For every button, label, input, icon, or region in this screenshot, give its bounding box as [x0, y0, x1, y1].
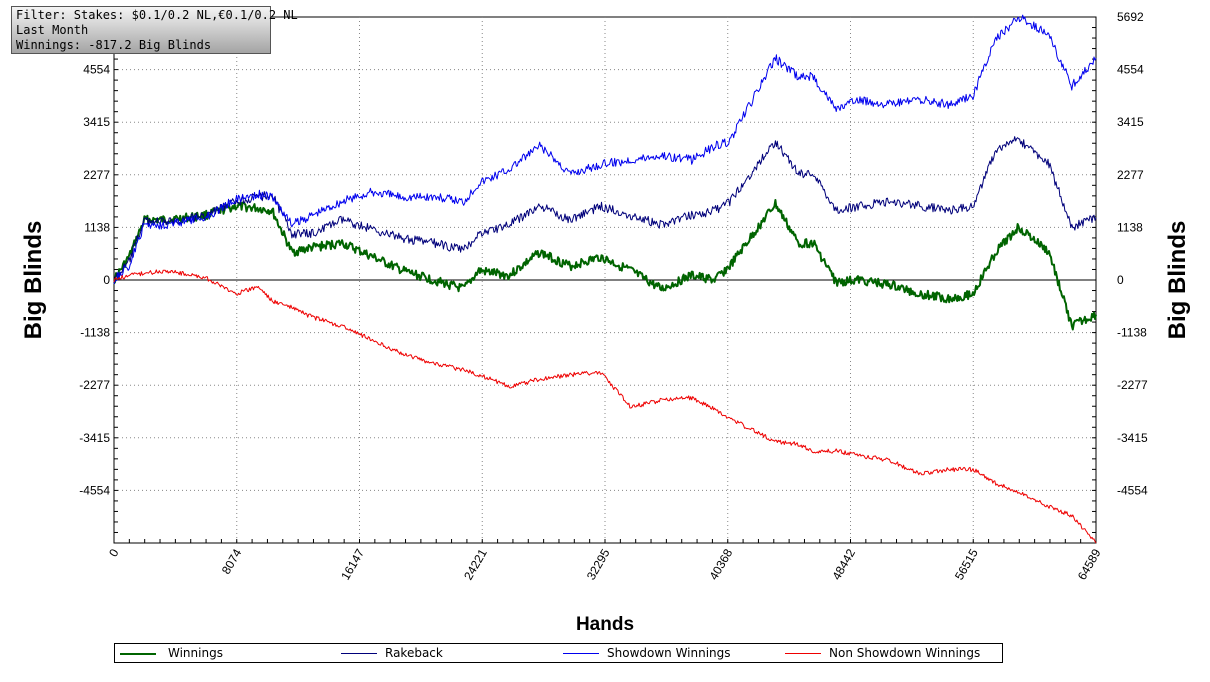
x-tick-label: 32295 [584, 546, 613, 582]
legend: Winnings Rakeback Showdown Winnings Non … [114, 643, 1003, 663]
y-tick-label: -1138 [80, 326, 110, 340]
x-tick-labels: 0 8074 16147 24221 32295 40368 48442 56515 64589 [106, 546, 1104, 582]
x-tick-label: 56515 [952, 546, 981, 582]
filter-info-box: Filter: Stakes: $0.1/0.2 NL,€0.1/0.2 NL … [11, 6, 298, 54]
y-tick-label: 0 [1117, 273, 1124, 287]
y-tick-label: -2277 [79, 378, 110, 392]
x-axis-label: Hands [576, 614, 634, 635]
grid-lines [114, 17, 1096, 543]
y-tick-label: -4554 [79, 483, 110, 497]
legend-label-non-showdown: Non Showdown Winnings [829, 646, 981, 660]
y-tick-label: -3415 [79, 431, 110, 445]
y-tick-label: 4554 [83, 63, 110, 77]
legend-label-showdown: Showdown Winnings [607, 646, 731, 660]
x-tick-label: 40368 [707, 546, 736, 582]
y-tick-label: 3415 [83, 115, 110, 129]
y-tick-label: 4554 [1117, 63, 1144, 77]
y-tick-labels-right: 5692 4554 3415 2277 1138 0 -1138 -2277 -3415 -455… [1117, 10, 1148, 497]
y-tick-labels-left: 569245543415227711380-1138-2277-3415-455… [79, 10, 110, 497]
y-tick-label: 1138 [84, 220, 110, 234]
legend-label-rakeback: Rakeback [385, 646, 443, 660]
series-showdown-line [113, 14, 1097, 285]
series-lines [113, 14, 1097, 544]
legend-swatch-winnings [120, 653, 156, 655]
filter-text: Filter: Stakes: $0.1/0.2 NL,€0.1/0.2 NL [16, 8, 298, 22]
series-winnings-line [113, 199, 1097, 331]
y-axis-label-right: Big Blinds [1164, 221, 1191, 340]
winnings-text: Winnings: -817.2 Big Blinds [16, 38, 212, 52]
axis-ticks [113, 16, 1097, 544]
legend-swatch-showdown [563, 653, 599, 654]
y-tick-label: -4554 [1117, 483, 1148, 497]
y-tick-label: 2277 [83, 168, 110, 182]
x-tick-label: 0 [106, 546, 122, 559]
legend-swatch-non-showdown [785, 653, 821, 654]
y-tick-label: 0 [103, 273, 110, 287]
y-tick-label: 1138 [1117, 220, 1143, 234]
y-tick-label: 3415 [1117, 115, 1144, 129]
legend-swatch-rakeback [341, 653, 377, 654]
y-tick-label: 5692 [1117, 10, 1144, 24]
x-tick-label: 16147 [338, 546, 367, 582]
y-tick-label: -3415 [1117, 431, 1148, 445]
series-non-showdown-line [113, 269, 1097, 544]
y-axis-label-left: Big Blinds [20, 221, 47, 340]
y-tick-label: -1138 [1117, 326, 1147, 340]
y-tick-label: 2277 [1117, 168, 1144, 182]
x-tick-label: 48442 [829, 546, 858, 582]
legend-label-winnings: Winnings [168, 646, 223, 660]
y-tick-label: -2277 [1117, 378, 1148, 392]
x-tick-label: 24221 [461, 546, 490, 582]
period-text: Last Month [16, 23, 89, 37]
x-tick-label: 64589 [1075, 546, 1104, 582]
x-tick-label: 8074 [219, 546, 245, 576]
